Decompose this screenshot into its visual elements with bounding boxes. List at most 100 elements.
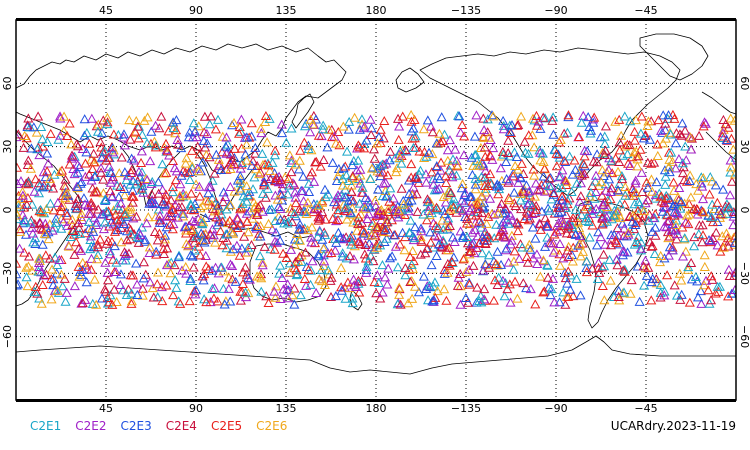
observation-triangle xyxy=(307,119,318,129)
observation-triangle xyxy=(707,176,718,186)
observation-triangle xyxy=(505,239,516,249)
observation-triangle xyxy=(317,206,328,217)
observation-triangle xyxy=(37,279,48,289)
observation-triangle xyxy=(131,258,142,268)
observation-triangle xyxy=(152,279,163,289)
observation-triangle xyxy=(488,142,499,153)
observation-triangle xyxy=(684,175,695,186)
observation-triangle xyxy=(96,153,107,163)
observation-triangle xyxy=(363,256,374,266)
observation-triangle xyxy=(404,264,415,274)
observation-triangle xyxy=(145,277,156,287)
observation-triangle xyxy=(317,124,329,134)
observation-triangle xyxy=(577,238,588,248)
observation-triangle xyxy=(55,113,66,123)
observation-triangle xyxy=(160,138,172,148)
observation-triangle xyxy=(171,282,182,292)
observation-triangle xyxy=(539,113,551,123)
observation-triangle xyxy=(380,224,391,234)
observation-triangle xyxy=(677,118,688,128)
observation-triangle xyxy=(259,176,270,186)
observation-triangle xyxy=(593,257,604,267)
observation-triangle xyxy=(384,155,395,165)
observation-triangle xyxy=(725,190,736,200)
observation-triangle xyxy=(126,191,137,201)
observation-triangle xyxy=(527,113,538,123)
observation-triangle xyxy=(434,128,445,138)
observation-triangle xyxy=(409,281,421,291)
observation-triangle xyxy=(148,292,159,302)
observation-triangle xyxy=(126,165,137,175)
observation-triangle xyxy=(544,205,555,215)
observation-triangle xyxy=(600,145,611,155)
observation-triangle xyxy=(131,211,142,221)
lat-tick-label-right: −60 xyxy=(738,325,750,348)
observation-triangle xyxy=(217,240,228,250)
observation-triangle xyxy=(595,232,606,242)
observation-triangle xyxy=(390,203,401,214)
observation-triangle xyxy=(451,170,462,180)
observation-triangle xyxy=(341,170,352,180)
observation-triangle xyxy=(493,184,505,194)
coastline-antarctica xyxy=(16,335,736,375)
observation-triangle xyxy=(93,242,104,252)
observation-triangle xyxy=(357,187,368,197)
observation-triangle xyxy=(259,178,270,188)
observation-triangle xyxy=(309,238,321,248)
observation-triangle xyxy=(447,232,459,242)
observation-triangle xyxy=(698,173,709,183)
observation-triangle xyxy=(167,224,178,234)
observation-triangle xyxy=(429,277,440,287)
observation-triangle xyxy=(46,264,58,274)
observation-triangle xyxy=(522,257,533,267)
observation-triangle xyxy=(592,273,603,284)
observation-triangle xyxy=(454,111,465,121)
observation-triangle xyxy=(91,299,102,309)
observation-triangle xyxy=(232,175,243,185)
observation-triangle xyxy=(613,291,624,301)
observation-triangle xyxy=(275,235,286,245)
observation-triangle xyxy=(447,154,459,164)
observation-triangle xyxy=(332,214,344,225)
legend-item-c2e2: C2E2 xyxy=(75,419,107,433)
observation-triangle xyxy=(403,188,415,199)
observation-triangle xyxy=(392,262,404,272)
observation-triangle xyxy=(565,284,576,294)
observation-triangle xyxy=(627,216,638,226)
observation-triangle xyxy=(49,252,61,262)
observation-triangle xyxy=(675,203,686,213)
observation-triangle xyxy=(232,214,243,224)
observation-triangle xyxy=(330,245,341,255)
observation-triangle xyxy=(471,110,482,120)
observation-triangle xyxy=(186,188,197,198)
observation-triangle xyxy=(141,218,152,228)
observation-triangle xyxy=(187,251,198,261)
observation-triangle xyxy=(255,250,266,261)
observation-triangle xyxy=(84,169,95,179)
observation-triangle xyxy=(123,284,134,294)
observation-triangle xyxy=(338,163,349,173)
observation-triangle xyxy=(40,172,51,182)
lon-tick-label-top: −135 xyxy=(451,4,481,17)
observation-triangle xyxy=(625,288,636,298)
observation-triangle xyxy=(327,213,338,223)
observation-triangle xyxy=(337,248,348,258)
observation-triangle xyxy=(298,196,309,206)
observation-triangle xyxy=(238,267,249,277)
observation-triangle xyxy=(199,127,210,137)
observation-triangle xyxy=(318,261,329,271)
observation-triangle xyxy=(36,121,47,131)
observation-triangle xyxy=(465,219,476,229)
observation-triangle xyxy=(648,212,659,222)
observation-triangle xyxy=(249,172,260,182)
observation-triangle xyxy=(428,179,439,189)
observation-triangle xyxy=(270,145,281,155)
observation-triangle xyxy=(277,183,288,193)
observation-triangle xyxy=(478,113,489,123)
observation-triangle xyxy=(485,134,496,145)
observation-triangle xyxy=(285,244,297,254)
observation-triangle xyxy=(686,274,697,284)
observation-triangle xyxy=(504,175,515,185)
observation-triangle xyxy=(118,129,130,139)
observation-triangle xyxy=(283,173,294,183)
